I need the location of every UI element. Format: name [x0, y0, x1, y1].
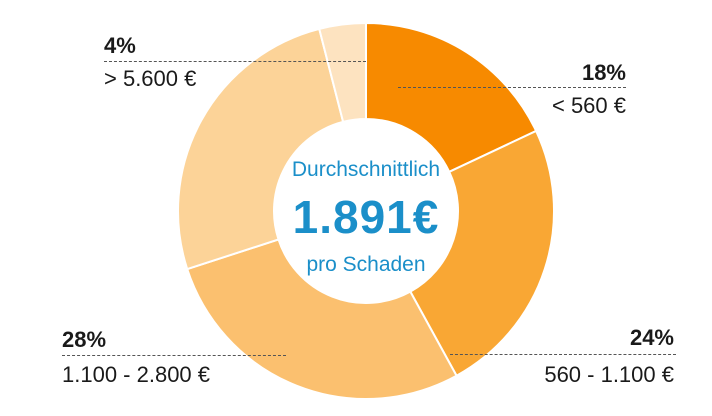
slice-label-percent-24: 24%: [629, 325, 674, 350]
donut-slice-4: [318, 21, 367, 124]
slice-divider-28: [62, 355, 286, 356]
donut-slice-28: [185, 238, 458, 400]
slice-divider-18: [398, 87, 626, 88]
slice-label-range-18: < 560 €: [551, 93, 626, 118]
slice-divider-4: [104, 61, 366, 62]
slice-label-percent-4: 4%: [104, 33, 136, 58]
donut-slice-unlabeled: [177, 27, 345, 271]
slice-label-range-24: 560 - 1.100 €: [544, 362, 674, 387]
slice-divider-24: [450, 354, 676, 355]
slice-label-percent-28: 28%: [62, 327, 107, 352]
slice-label-percent-18: 18%: [581, 60, 626, 85]
slice-label-range-4: > 5.600 €: [104, 66, 197, 91]
donut-slice-18: [365, 21, 538, 174]
donut-slice-24: [408, 129, 555, 378]
slice-label-range-28: 1.100 - 2.800 €: [62, 362, 211, 387]
